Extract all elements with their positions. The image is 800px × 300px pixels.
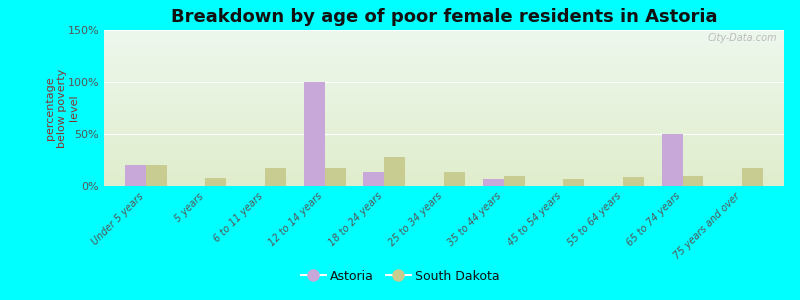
Bar [363,172,384,186]
Bar [265,168,286,186]
Bar [504,176,525,186]
Bar [482,179,504,186]
Bar [146,165,166,186]
Text: City-Data.com: City-Data.com [707,33,778,43]
Bar [662,134,682,186]
Bar [206,178,226,186]
Bar [623,177,644,186]
Legend: Astoria, South Dakota: Astoria, South Dakota [296,265,504,288]
Bar [325,168,346,186]
Bar [125,165,146,186]
Bar [444,172,465,186]
Bar [742,168,763,186]
Y-axis label: percentage
below poverty
level: percentage below poverty level [46,68,78,148]
Bar [384,157,406,186]
Bar [682,176,703,186]
Title: Breakdown by age of poor female residents in Astoria: Breakdown by age of poor female resident… [170,8,718,26]
Bar [563,179,584,186]
Bar [304,82,325,186]
